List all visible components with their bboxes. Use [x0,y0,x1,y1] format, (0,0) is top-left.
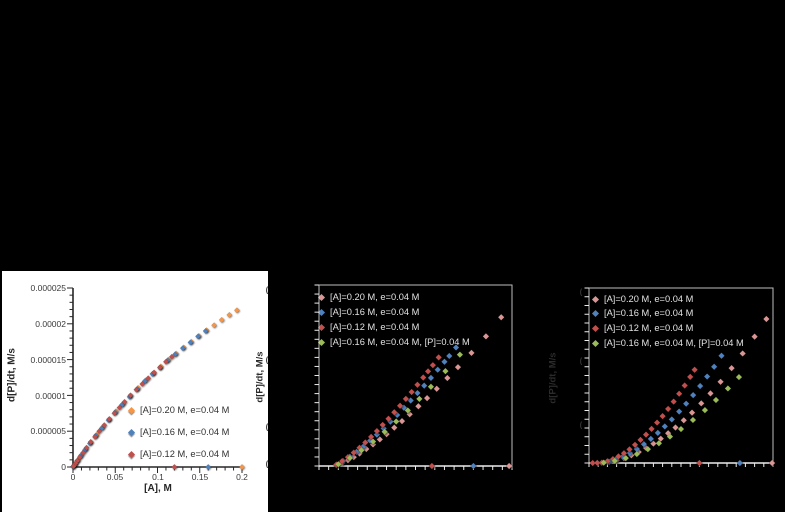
legend-item: [A]=0.16 M, e=0.04 M, [P]=0.04 M [317,337,470,347]
y-tick-label: 0.000005 [30,426,66,436]
legend-label: [A]=0.12 M, e=0.04 M [330,322,420,332]
legend-label: [A]=0.12 M, e=0.04 M [604,323,694,333]
y-tick-fragment: ( [579,287,583,297]
legend-label: [A]=0.20 M, e=0.04 M [604,294,694,304]
y-tick-label: 0.00001 [35,391,66,401]
chart-middle-plot-area [314,284,513,470]
y-tick-fragment: ( [265,422,269,432]
legend-item: [A]=0.12 M, e=0.04 M [591,323,694,333]
legend-item: [A]=0.20 M, e=0.04 M [317,292,420,302]
y-tick-label: 0.000025 [30,283,66,293]
legend-label: [A]=0.16 M, e=0.04 M, [P]=0.04 M [604,338,744,348]
chart-right-y-axis-title: d[P]/dt, M/s [547,352,559,404]
chart-left-plot-area [67,287,245,473]
y-tick-fragment: ( [265,459,269,469]
y-tick-fragment: ( [579,420,583,430]
y-tick-label: 0 [61,462,66,472]
chart-left-x-axis-title: [A], M [144,483,172,494]
x-tick-label: 0.05 [106,472,124,482]
legend-item: [A]=0.16 M, e=0.04 M, [P]=0.04 M [591,338,744,348]
legend-label: [A]=0.16 M, e=0.04 M [140,427,230,437]
x-tick-label: 0.1 [152,472,164,482]
legend-item: [A]=0.12 M, e=0.04 M [127,449,230,459]
legend-item: [A]=0.20 M, e=0.04 M [127,405,230,415]
legend-item: [A]=0.20 M, e=0.04 M [591,294,694,304]
x-tick-label: 0.2 [236,472,248,482]
x-tick-label: 0.15 [191,472,209,482]
legend-label: [A]=0.16 M, e=0.04 M [604,308,694,318]
y-tick-fragment: ( [265,285,269,295]
x-tick-label: 0 [70,472,76,482]
legend-label: [A]=0.20 M, e=0.04 M [330,292,420,302]
legend-item: [A]=0.16 M, e=0.04 M [127,427,230,437]
legend-label: [A]=0.20 M, e=0.04 M [140,405,230,415]
chart-right-plot-area [584,287,776,467]
chart-left-rate-vs-A: d[P]/dt, M/s [A], M 0 0.000005 0.00001 0… [2,271,268,512]
legend-label: [A]=0.16 M, e=0.04 M, [P]=0.04 M [330,337,470,347]
y-tick-label: 0.000015 [30,355,66,365]
legend-item: [A]=0.16 M, e=0.04 M [591,308,694,318]
y-tick-label: 0.00002 [35,319,66,329]
y-tick-fragment: ( [579,356,583,366]
legend-item: [A]=0.12 M, e=0.04 M [317,322,420,332]
legend-label: [A]=0.12 M, e=0.04 M [140,449,230,459]
legend-label: [A]=0.16 M, e=0.04 M [330,307,420,317]
y-tick-fragment: ( [265,355,269,365]
legend-item: [A]=0.16 M, e=0.04 M [317,307,420,317]
